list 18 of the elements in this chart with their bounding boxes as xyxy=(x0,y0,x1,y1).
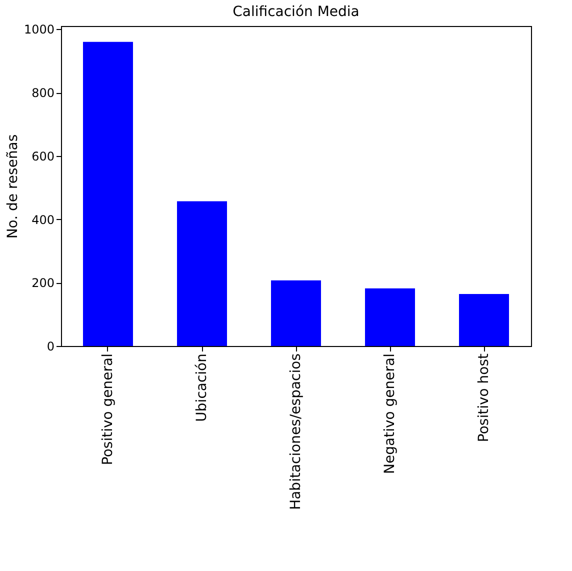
y-tick-label: 200 xyxy=(32,276,54,290)
bar xyxy=(271,280,321,346)
bar xyxy=(177,201,227,346)
y-tick-label: 800 xyxy=(32,86,54,100)
y-tick-label: 0 xyxy=(46,340,54,354)
y-tick-label: 600 xyxy=(32,149,54,164)
x-tick-label: Positivo general xyxy=(100,354,116,466)
chart-title: Calificación Media xyxy=(232,4,360,20)
x-tick-label: Ubicación xyxy=(194,354,210,422)
x-tick-label: Positivo host xyxy=(476,352,492,442)
y-tick-label: 400 xyxy=(32,212,54,227)
x-tick-label: Habitaciones/espacios xyxy=(288,354,304,510)
bar xyxy=(365,288,415,346)
x-tick-label: Negativo general xyxy=(382,354,398,474)
bar xyxy=(83,42,133,346)
y-axis-title: No. de reseñas xyxy=(4,134,21,239)
y-tick-label: 1000 xyxy=(24,22,54,37)
bar xyxy=(459,294,509,346)
